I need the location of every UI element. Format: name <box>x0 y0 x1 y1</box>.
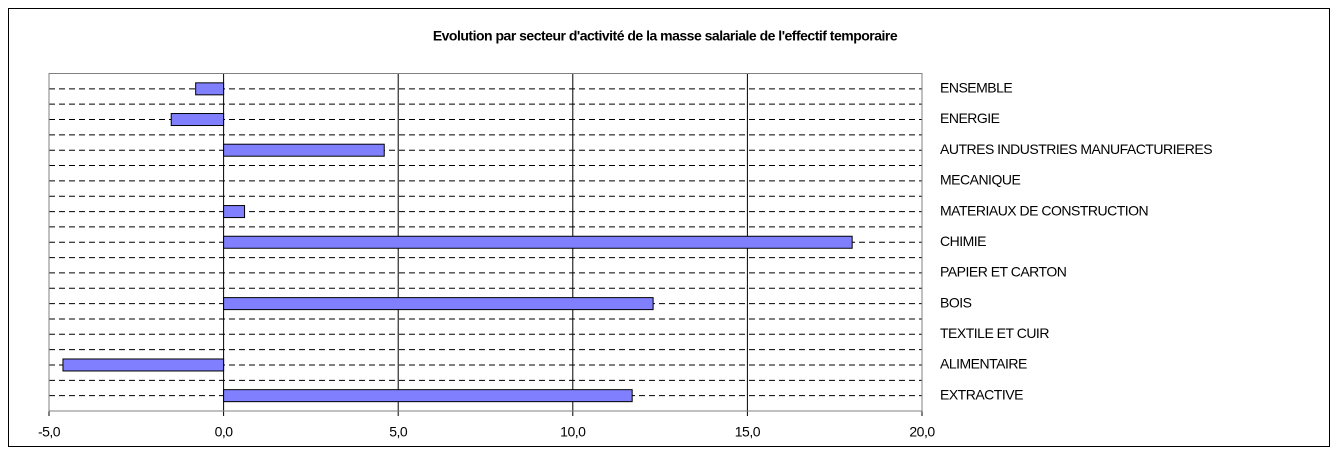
bar <box>223 143 385 157</box>
y-tick-label: ALIMENTAIRE <box>940 356 1027 372</box>
y-tick-label: CHIMIE <box>940 233 986 249</box>
bar <box>223 297 654 311</box>
bar <box>223 235 853 249</box>
chart-title: Evolution par secteur d'activité de la m… <box>433 28 898 44</box>
x-tick-label: -5,0 <box>38 424 61 440</box>
x-tick-label: 15,0 <box>735 424 761 440</box>
bar <box>223 389 633 403</box>
y-tick-label: ENERGIE <box>940 110 1000 126</box>
y-tick-label: MECANIQUE <box>940 172 1020 188</box>
y-tick-label: EXTRACTIVE <box>940 386 1023 402</box>
y-tick-label: ENSEMBLE <box>940 80 1012 96</box>
bar <box>62 358 225 372</box>
y-tick-label: MATERIAUX DE CONSTRUCTION <box>940 202 1148 218</box>
bar <box>223 205 246 219</box>
y-tick-label: BOIS <box>940 294 972 310</box>
bar <box>170 113 225 127</box>
y-tick-label: PAPIER ET CARTON <box>940 264 1066 280</box>
x-tick-label: 0,0 <box>215 424 234 440</box>
x-tick-label: 5,0 <box>389 424 408 440</box>
bar <box>195 82 225 96</box>
plot-border <box>48 73 923 412</box>
y-tick-label: AUTRES INDUSTRIES MANUFACTURIERES <box>940 141 1212 157</box>
x-tick-label: 20,0 <box>909 424 935 440</box>
x-tick-label: 10,0 <box>560 424 586 440</box>
y-tick-label: TEXTILE ET CUIR <box>940 325 1049 341</box>
